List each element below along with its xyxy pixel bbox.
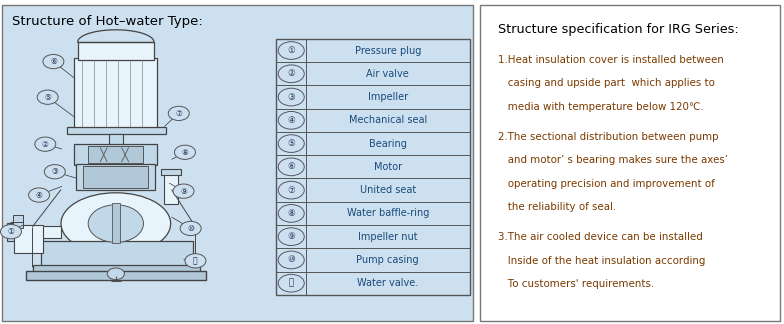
Text: the reliability of seal.: the reliability of seal. xyxy=(498,202,616,212)
Text: Bearing: Bearing xyxy=(368,139,407,149)
FancyBboxPatch shape xyxy=(162,169,181,175)
Text: Impeller nut: Impeller nut xyxy=(358,232,418,242)
FancyBboxPatch shape xyxy=(83,166,147,188)
FancyBboxPatch shape xyxy=(76,164,155,190)
Circle shape xyxy=(45,165,65,179)
Text: ⑥: ⑥ xyxy=(50,57,56,66)
FancyBboxPatch shape xyxy=(2,5,474,321)
FancyBboxPatch shape xyxy=(67,127,166,134)
Circle shape xyxy=(169,106,189,121)
Circle shape xyxy=(278,204,304,222)
Text: Impeller: Impeller xyxy=(368,92,408,102)
FancyBboxPatch shape xyxy=(109,134,123,147)
FancyBboxPatch shape xyxy=(74,144,158,165)
Text: Air valve: Air valve xyxy=(366,69,409,79)
Ellipse shape xyxy=(61,193,171,254)
Circle shape xyxy=(278,111,304,129)
FancyBboxPatch shape xyxy=(41,241,193,267)
Circle shape xyxy=(180,221,201,236)
Text: ⑧: ⑧ xyxy=(288,209,295,218)
Circle shape xyxy=(278,42,304,59)
Circle shape xyxy=(43,54,64,69)
Text: casing and upside part  which applies to: casing and upside part which applies to xyxy=(498,78,715,88)
Text: and motor’ s bearing makes sure the axes’: and motor’ s bearing makes sure the axes… xyxy=(498,156,728,165)
Circle shape xyxy=(173,184,194,198)
Text: ⑧: ⑧ xyxy=(182,148,188,157)
Circle shape xyxy=(107,268,125,280)
Text: 1.Heat insulation cover is installed between: 1.Heat insulation cover is installed bet… xyxy=(498,55,724,65)
Text: media with temperature below 120℃.: media with temperature below 120℃. xyxy=(498,102,704,112)
Text: ⑨: ⑨ xyxy=(288,232,295,241)
Text: Mechanical seal: Mechanical seal xyxy=(349,115,427,125)
Text: ⑤: ⑤ xyxy=(44,93,51,102)
Text: 2.The sectional distribution between pump: 2.The sectional distribution between pum… xyxy=(498,132,719,142)
Circle shape xyxy=(278,181,304,199)
Text: ①: ① xyxy=(8,227,14,236)
FancyBboxPatch shape xyxy=(277,39,470,295)
Text: Water valve.: Water valve. xyxy=(358,278,419,288)
Circle shape xyxy=(278,88,304,106)
FancyBboxPatch shape xyxy=(34,265,200,274)
Text: ④: ④ xyxy=(35,191,42,200)
FancyBboxPatch shape xyxy=(165,172,178,204)
FancyBboxPatch shape xyxy=(78,42,154,60)
Text: ⑪: ⑪ xyxy=(289,279,294,288)
Circle shape xyxy=(28,188,49,202)
Circle shape xyxy=(278,251,304,269)
Text: ⑩: ⑩ xyxy=(288,255,295,264)
Text: ⑩: ⑩ xyxy=(187,224,194,233)
Text: United seat: United seat xyxy=(360,185,416,195)
Text: operating precision and improvement of: operating precision and improvement of xyxy=(498,179,715,189)
FancyBboxPatch shape xyxy=(14,225,43,253)
Circle shape xyxy=(278,158,304,176)
Text: Pressure plug: Pressure plug xyxy=(354,45,421,55)
Text: ④: ④ xyxy=(288,116,295,125)
Text: ③: ③ xyxy=(288,93,295,101)
Circle shape xyxy=(88,205,143,242)
FancyBboxPatch shape xyxy=(7,223,16,241)
Text: ⑪: ⑪ xyxy=(193,256,198,265)
Text: ①: ① xyxy=(288,46,295,55)
FancyBboxPatch shape xyxy=(111,202,120,243)
Text: Inside of the heat insulation according: Inside of the heat insulation according xyxy=(498,256,706,266)
Circle shape xyxy=(185,254,206,268)
Circle shape xyxy=(1,225,21,239)
Text: ⑦: ⑦ xyxy=(288,186,295,195)
Circle shape xyxy=(34,137,56,151)
Text: 3.The air cooled device can be installed: 3.The air cooled device can be installed xyxy=(498,232,703,242)
Circle shape xyxy=(278,274,304,292)
FancyBboxPatch shape xyxy=(26,271,206,280)
Circle shape xyxy=(37,90,58,104)
Text: Pump casing: Pump casing xyxy=(357,255,419,265)
Text: ⑦: ⑦ xyxy=(176,109,182,118)
Text: ②: ② xyxy=(288,69,295,78)
Text: Structure specification for IRG Series:: Structure specification for IRG Series: xyxy=(498,23,739,36)
Text: Water baffle-ring: Water baffle-ring xyxy=(347,208,429,218)
Text: Structure of Hot–water Type:: Structure of Hot–water Type: xyxy=(12,15,203,28)
Circle shape xyxy=(175,145,195,159)
FancyBboxPatch shape xyxy=(13,215,23,228)
Text: Motor: Motor xyxy=(374,162,402,172)
FancyBboxPatch shape xyxy=(88,146,143,163)
Text: ③: ③ xyxy=(52,167,58,176)
Circle shape xyxy=(278,65,304,83)
Circle shape xyxy=(278,135,304,152)
FancyBboxPatch shape xyxy=(74,58,158,130)
FancyBboxPatch shape xyxy=(9,226,61,238)
Circle shape xyxy=(278,228,304,246)
FancyBboxPatch shape xyxy=(480,5,780,321)
Text: ⑨: ⑨ xyxy=(180,187,187,196)
Text: ⑤: ⑤ xyxy=(288,139,295,148)
Text: To customers' requirements.: To customers' requirements. xyxy=(498,279,655,289)
Text: ②: ② xyxy=(42,140,49,149)
Text: ⑥: ⑥ xyxy=(288,162,295,171)
